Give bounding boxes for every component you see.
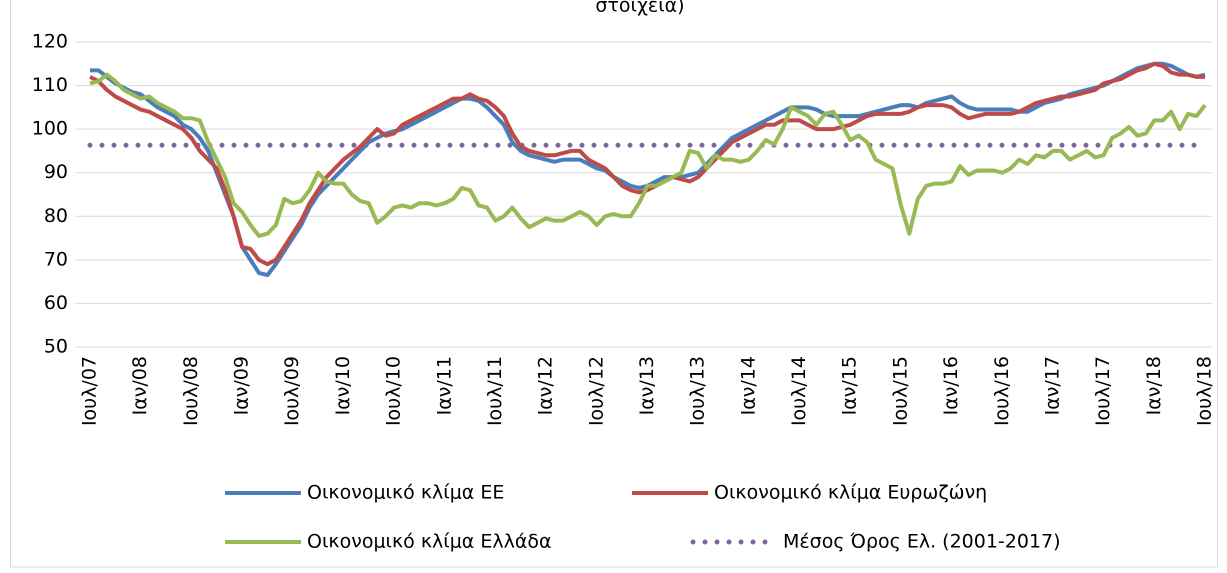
x-tick-label: Ιουλ/07 [79, 356, 101, 426]
x-tick-label: Ιαν/14 [737, 356, 759, 415]
legend-label: Οικονομικό κλίμα Ελλάδα [307, 531, 552, 553]
x-tick-label: Ιουλ/12 [585, 356, 607, 426]
x-tick-label: Ιαν/11 [433, 356, 455, 415]
x-tick-label: Ιαν/17 [1041, 356, 1063, 415]
x-tick-label: Ιουλ/17 [1092, 356, 1114, 426]
x-tick-label: Ιουλ/18 [1194, 356, 1216, 426]
x-tick-label: Ιαν/13 [636, 356, 658, 415]
y-tick-label: 110 [32, 74, 68, 96]
x-tick-label: Ιαν/12 [535, 356, 557, 415]
x-tick-label: Ιουλ/11 [484, 356, 506, 426]
y-tick-label: 90 [44, 161, 68, 183]
legend-label: Οικονομικό κλίμα ΕΕ [307, 482, 504, 504]
x-tick-label: Ιουλ/10 [383, 356, 405, 426]
x-tick-label: Ιουλ/09 [281, 356, 303, 426]
x-tick-label: Ιουλ/13 [687, 356, 709, 426]
legend-label: Οικονομικό κλίμα Ευρωζώνη [714, 482, 987, 504]
chart-title: στοιχεία) [595, 0, 684, 17]
x-tick-label: Ιουλ/14 [788, 356, 810, 426]
x-tick-label: Ιουλ/08 [180, 356, 202, 426]
legend-label: Μέσος Όρος Ελ. (2001-2017) [783, 531, 1061, 553]
chart-frame [10, 0, 1218, 568]
series-line [89, 72, 1207, 238]
x-tick-label: Ιουλ/16 [991, 356, 1013, 426]
y-tick-label: 80 [44, 205, 68, 227]
series-line [90, 61, 1206, 278]
x-tick-label: Ιαν/08 [129, 356, 151, 415]
y-tick-label: 100 [32, 118, 68, 140]
y-tick-label: 60 [44, 292, 68, 314]
y-tick-label: 120 [32, 31, 68, 53]
x-tick-label: Ιουλ/15 [889, 356, 911, 426]
y-tick-label: 70 [44, 248, 68, 270]
x-tick-label: Ιαν/10 [332, 356, 354, 415]
x-tick-label: Ιαν/15 [839, 356, 861, 415]
x-tick-label: Ιαν/09 [231, 356, 253, 415]
x-tick-label: Ιαν/16 [940, 356, 962, 415]
y-tick-label: 50 [44, 336, 68, 358]
x-tick-label: Ιαν/18 [1143, 356, 1165, 415]
